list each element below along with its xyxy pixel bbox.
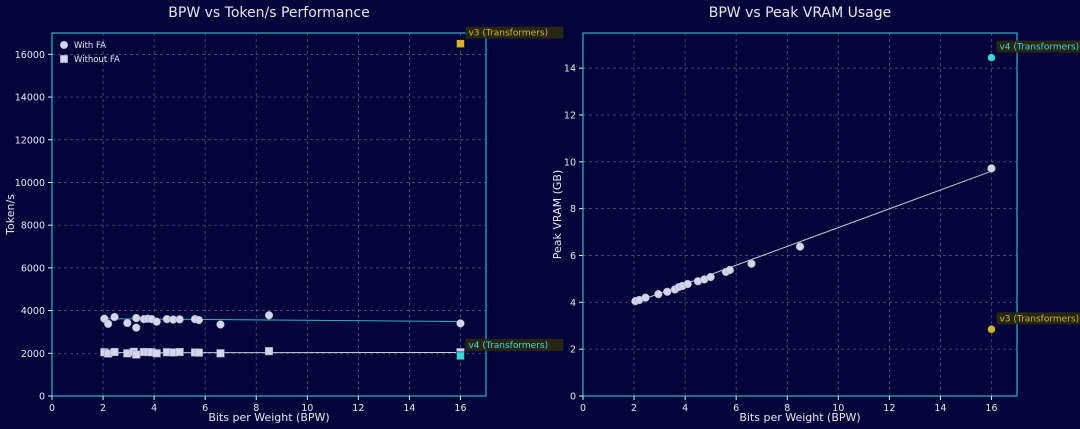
data-point-circle xyxy=(175,315,184,324)
y-tick-label: 2 xyxy=(570,345,576,356)
data-point-circle xyxy=(641,293,650,302)
x-tick-label: 8 xyxy=(253,403,259,414)
x-axis-label: Bits per Weight (BPW) xyxy=(208,411,329,424)
x-tick-label: 4 xyxy=(151,403,157,414)
data-point-circle xyxy=(683,279,692,289)
legend-label: With FA xyxy=(74,41,106,51)
x-tick-label: 6 xyxy=(202,403,208,414)
data-point-circle xyxy=(456,319,465,328)
data-point-circle xyxy=(152,317,161,326)
data-point-square xyxy=(132,350,141,359)
x-tick-label: 12 xyxy=(883,403,895,414)
data-point-circle xyxy=(132,323,141,332)
y-tick-label: 4000 xyxy=(21,306,45,317)
data-point-circle xyxy=(123,318,132,328)
x-tick-label: 14 xyxy=(403,403,415,414)
x-tick-label: 10 xyxy=(832,403,844,414)
y-tick-label: 16000 xyxy=(15,50,45,61)
data-point-circle xyxy=(216,320,225,329)
annotation-background xyxy=(996,312,1080,325)
annotation-background xyxy=(465,338,564,351)
annotation-label: v3 (Transformers) xyxy=(468,29,548,39)
x-tick-label: 8 xyxy=(784,403,790,414)
annotated-point-circle xyxy=(987,324,996,334)
x-tick-label: 16 xyxy=(985,403,997,414)
annotation-background xyxy=(465,26,564,39)
annotation-background xyxy=(996,40,1080,53)
y-tick-label: 10000 xyxy=(15,178,45,189)
data-point-square xyxy=(175,347,184,357)
legend-marker-circle xyxy=(60,41,68,49)
data-point-circle xyxy=(663,287,672,296)
data-point-circle xyxy=(104,319,113,328)
y-tick-label: 4 xyxy=(570,298,576,309)
legend-marker-square xyxy=(60,55,68,63)
x-tick-label: 12 xyxy=(352,403,364,414)
y-tick-label: 6000 xyxy=(21,263,45,274)
y-tick-label: 8000 xyxy=(21,221,45,232)
y-tick-label: 0 xyxy=(570,392,576,403)
x-tick-label: 2 xyxy=(100,403,106,414)
annotation-label: v4 (Transformers) xyxy=(999,43,1079,53)
x-tick-label: 6 xyxy=(733,403,739,414)
data-point-square xyxy=(216,349,225,358)
x-tick-label: 14 xyxy=(934,403,946,414)
y-tick-label: 12 xyxy=(564,110,576,121)
chart-title: BPW vs Token/s Performance xyxy=(168,5,369,21)
data-point-circle xyxy=(747,259,756,268)
token-speed-chart: 0 2 4 6 8 10 12 14 16 0 2000 4000 6000 8000 10000 12000… xyxy=(4,5,564,424)
y-tick-label: 0 xyxy=(39,392,45,403)
data-point-circle xyxy=(706,272,715,282)
y-tick-label: 6 xyxy=(570,251,576,262)
x-axis-label: Bits per Weight (BPW) xyxy=(739,411,860,424)
vram-chart: 0 2 4 6 8 10 12 14 16 0 2 4 6 8 10 12 14 BPW vs Peak VRAM… xyxy=(551,5,1080,424)
annotated-point-square xyxy=(456,351,465,361)
plot-frame xyxy=(582,32,1018,397)
x-tick-label: 10 xyxy=(301,403,313,414)
y-tick-label: 14 xyxy=(564,64,576,75)
annotated-point-circle xyxy=(987,53,996,62)
y-axis-label: Peak VRAM (GB) xyxy=(551,170,564,260)
y-tick-label: 12000 xyxy=(15,135,45,146)
data-point-square xyxy=(264,347,274,356)
data-point-circle xyxy=(654,289,663,299)
data-point-square xyxy=(152,349,161,358)
y-axis-label: Token/s xyxy=(4,194,17,236)
data-point-circle xyxy=(132,313,141,323)
y-tick-label: 14000 xyxy=(15,93,45,104)
annotation-label: v3 (Transformers) xyxy=(999,314,1079,324)
x-tick-label: 0 xyxy=(580,403,586,414)
data-point-circle xyxy=(795,242,805,251)
data-point-circle xyxy=(110,312,119,322)
legend-label: Without FA xyxy=(74,55,120,65)
y-tick-label: 10 xyxy=(564,157,576,168)
data-point-circle xyxy=(725,265,734,275)
x-tick-label: 0 xyxy=(49,403,55,414)
data-point-circle xyxy=(264,311,274,320)
data-point-circle xyxy=(987,164,996,173)
x-tick-label: 16 xyxy=(454,403,466,414)
x-tick-label: 4 xyxy=(682,403,688,414)
x-tick-label: 2 xyxy=(631,403,637,414)
data-point-circle xyxy=(194,315,203,325)
data-point-square xyxy=(110,347,119,357)
annotation-label: v4 (Transformers) xyxy=(468,341,548,351)
chart-title: BPW vs Peak VRAM Usage xyxy=(709,5,892,21)
data-point-square xyxy=(194,348,203,357)
y-tick-label: 8 xyxy=(570,204,576,215)
y-tick-label: 2000 xyxy=(21,349,45,360)
plot-frame xyxy=(51,32,487,397)
annotated-point-square xyxy=(456,39,465,48)
